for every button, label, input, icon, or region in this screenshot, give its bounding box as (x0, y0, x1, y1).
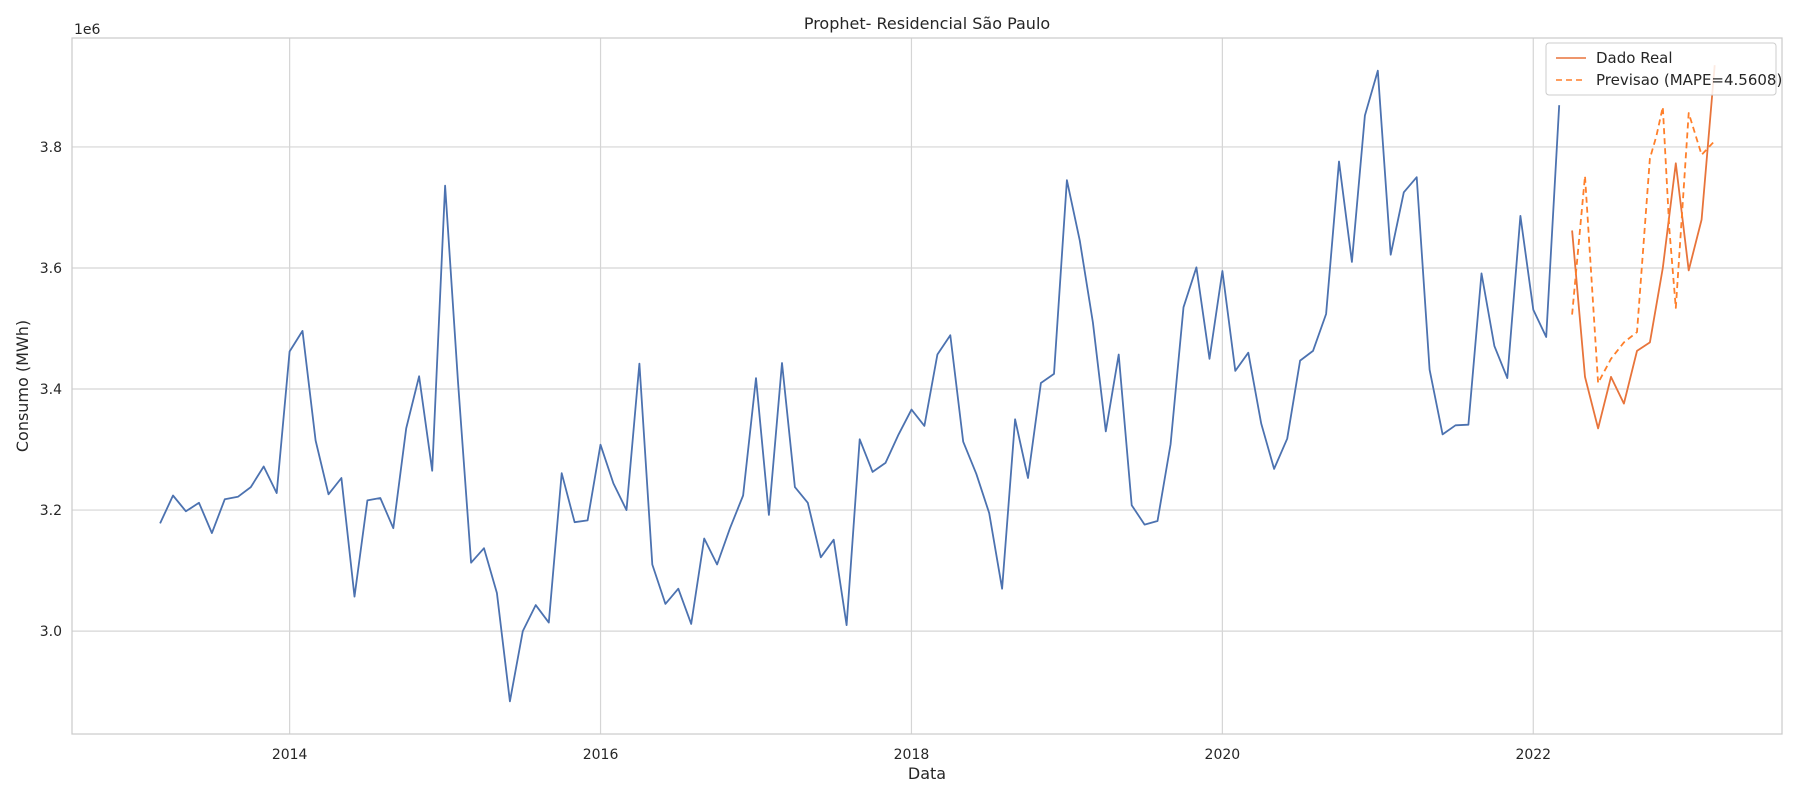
x-tick-label: 2020 (1205, 747, 1241, 763)
x-tick-label: 2014 (272, 747, 308, 763)
y-tick-label: 3.2 (40, 503, 62, 519)
y-tick-labels: 3.0 3.2 3.4 3.6 3.8 (40, 140, 62, 640)
legend-label-real: Dado Real (1596, 49, 1673, 67)
y-offset-text: 1e6 (74, 22, 101, 38)
x-tick-label: 2022 (1515, 747, 1551, 763)
y-axis-label: Consumo (MWh) (13, 320, 32, 452)
y-tick-label: 3.6 (40, 261, 62, 277)
legend-box (1545, 42, 1777, 96)
series-line-previsao (1571, 106, 1716, 384)
chart-title: Prophet- Residencial São Paulo (804, 14, 1050, 33)
series-layer (159, 65, 1716, 703)
legend-label-previsao: Previsao (MAPE=4.5608) (1596, 71, 1782, 89)
grid-lines (72, 38, 1782, 734)
plot-area (72, 38, 1782, 734)
plot-frame (71, 37, 1783, 735)
y-tick-label: 3.8 (40, 140, 62, 156)
x-tick-label: 2016 (583, 747, 619, 763)
y-tick-label: 3.0 (40, 624, 62, 640)
series-line-real (1571, 65, 1716, 430)
series-line-historico (159, 69, 1561, 703)
legend: Dado Real Previsao (MAPE=4.5608) (1545, 42, 1782, 96)
x-tick-label: 2018 (894, 747, 930, 763)
y-tick-label: 3.4 (40, 382, 62, 398)
x-axis-label: Data (908, 764, 946, 783)
x-tick-labels: 2014 2016 2018 2020 2022 (272, 747, 1551, 763)
